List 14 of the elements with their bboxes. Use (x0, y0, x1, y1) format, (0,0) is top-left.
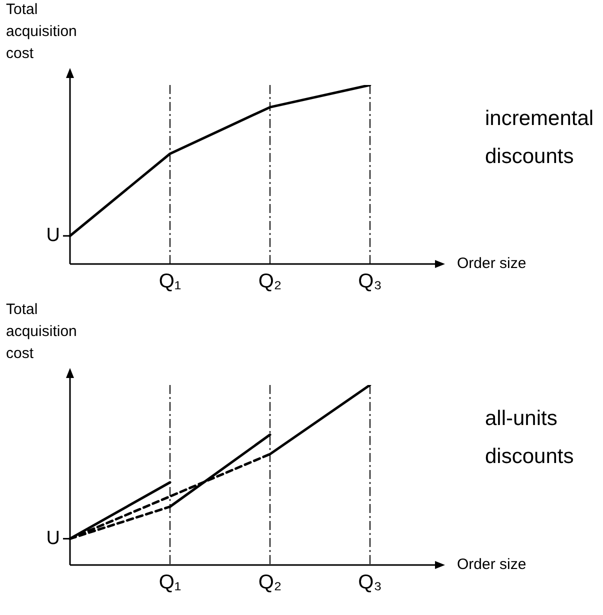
x-tick-label: Q₂ (258, 270, 282, 293)
x-tick-label: Q₁ (158, 572, 182, 594)
y-axis-title: Total acquisition cost (6, 301, 77, 362)
text: incremental discounts (485, 107, 594, 168)
x-axis-title: Order size (457, 255, 526, 272)
x-tick-label: Q₁ (158, 270, 182, 293)
x-axis-title: Order size (457, 556, 526, 574)
x-tick-label: Q₃ (358, 572, 382, 594)
x-tick-label: Q₃ (358, 270, 382, 293)
text: all-units discounts (485, 407, 574, 468)
x-tick-label: Q₂ (258, 572, 282, 594)
y-axis-title: Total acquisition cost (6, 1, 77, 62)
text: U (46, 528, 60, 549)
text: U (46, 225, 60, 246)
